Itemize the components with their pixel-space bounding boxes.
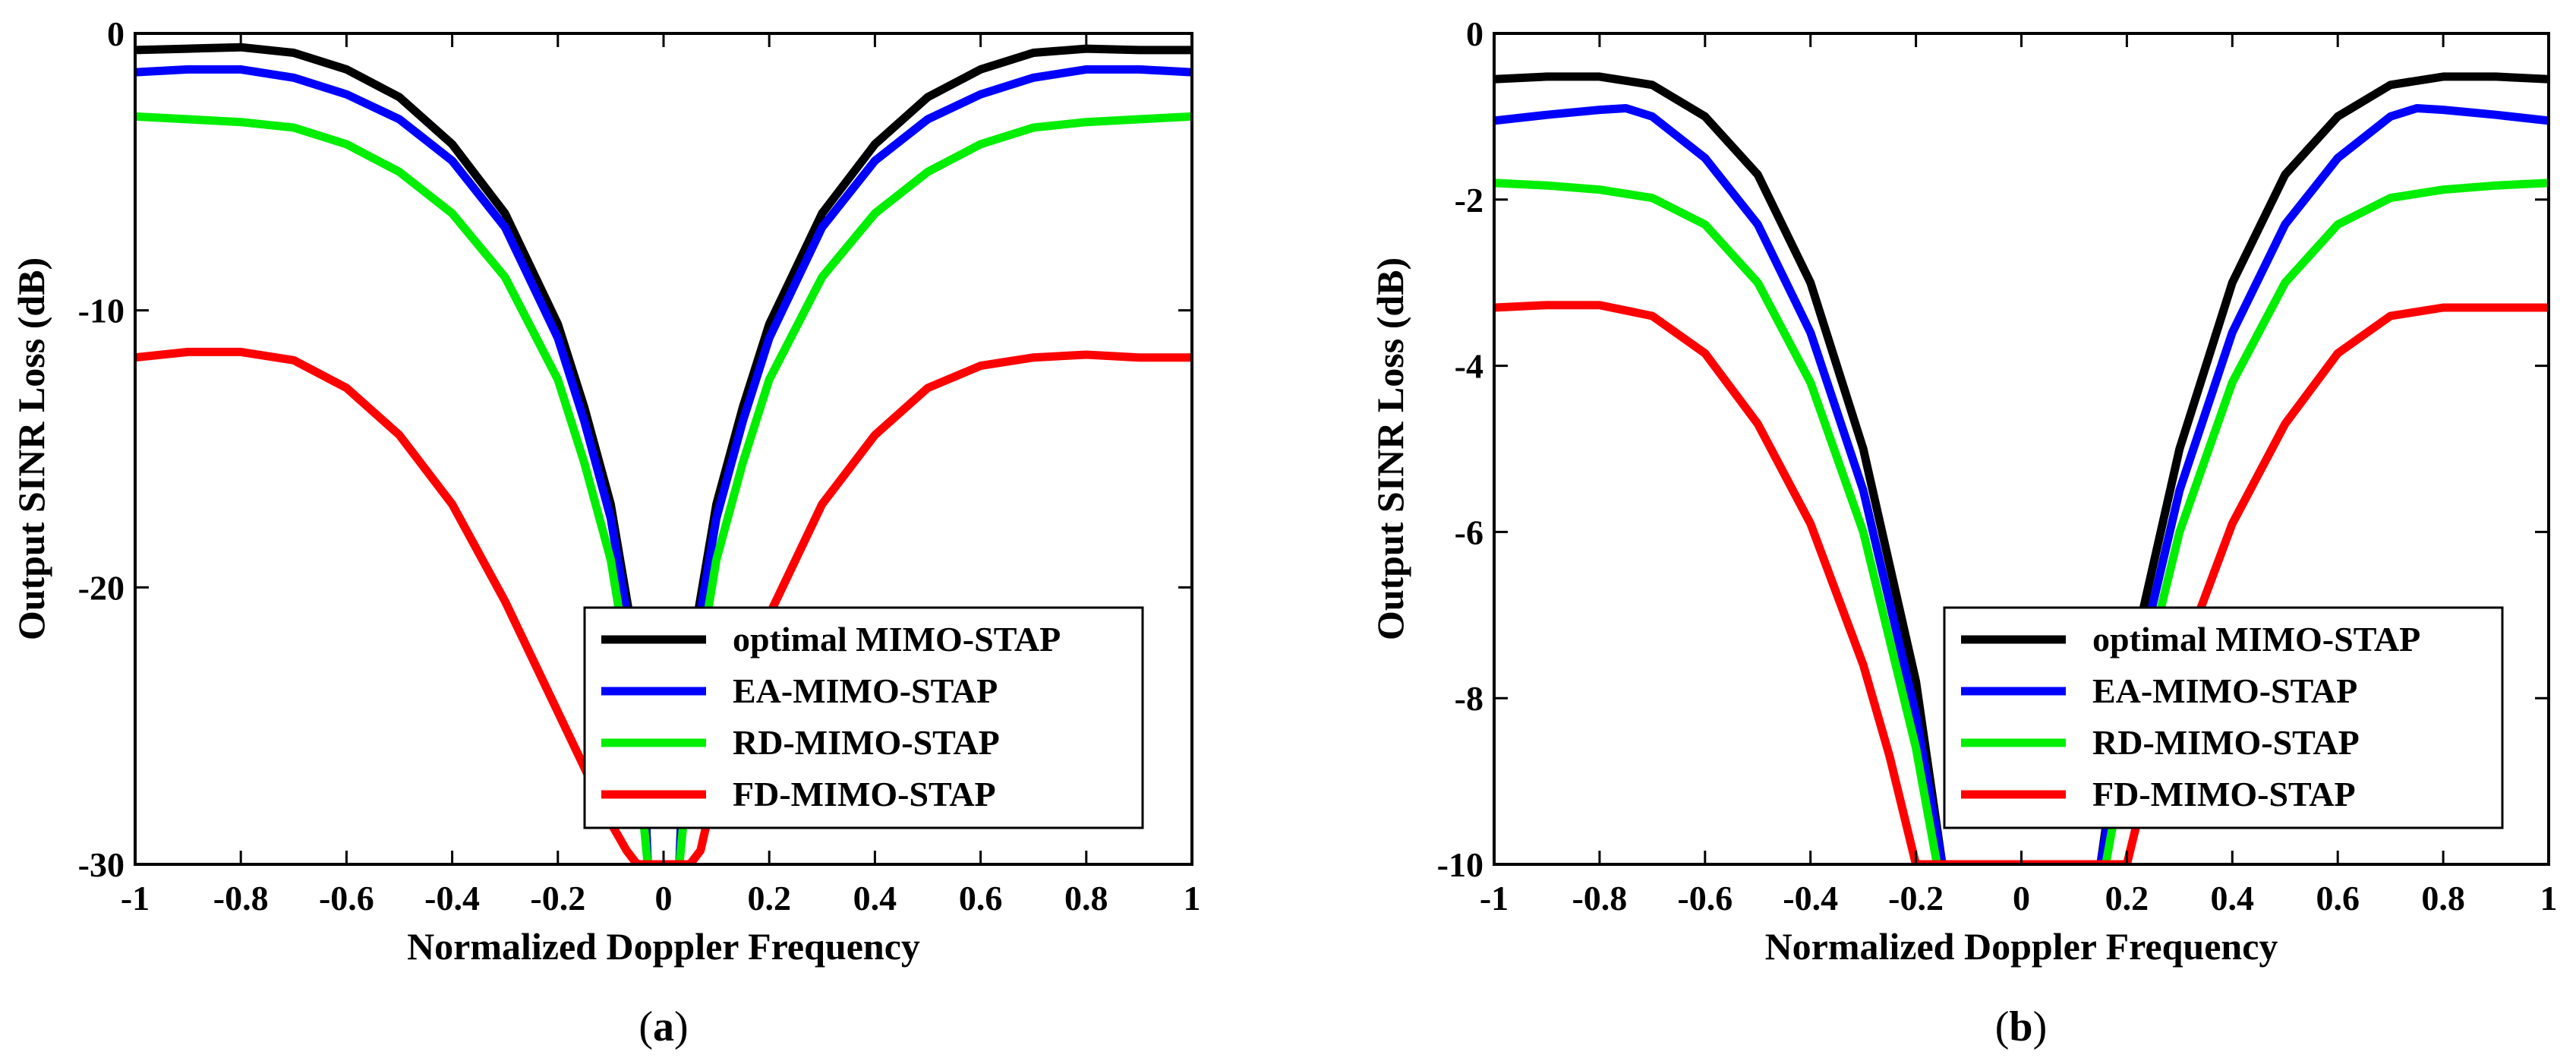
- y-tick-label: -30: [78, 845, 125, 884]
- series-line-rd-mimo-stap: [1494, 178, 2549, 864]
- y-tick-label: -10: [78, 292, 125, 330]
- series-line-ea-mimo-stap: [135, 65, 1192, 864]
- series-line-fd-mimo-stap: [1494, 301, 2549, 864]
- y-tick-label: 0: [107, 14, 125, 53]
- series-line-optimal-mimo-stap: [1494, 72, 2549, 864]
- legend: optimal MIMO-STAP EA-MIMO-STAP RD-MIMO-STA…: [583, 606, 1144, 829]
- x-tick-label: -1: [121, 879, 150, 917]
- x-tick-label: 1: [1184, 879, 1201, 917]
- legend-entry: FD-MIMO-STAP: [2092, 775, 2356, 813]
- legend-entry: FD-MIMO-STAP: [733, 775, 996, 813]
- x-tick-label: 1: [2540, 879, 2558, 917]
- y-axis-label: Output SINR Loss (dB): [1369, 257, 1411, 640]
- legend-entry: optimal MIMO-STAP: [733, 620, 1061, 658]
- chart-panel-b: -1 -0.8 -0.6 -0.4 -0.2 0 0.2 0.4 0.6 0.8 1 -10 -8 -6 -…: [1369, 14, 2558, 1050]
- x-axis-label: Normalized Doppler Frequency: [1765, 925, 2278, 968]
- y-tick-label: -6: [1455, 513, 1483, 551]
- x-axis-label: Normalized Doppler Frequency: [407, 925, 920, 968]
- panel-label: (a): [638, 1003, 688, 1050]
- x-tick-label: 0.4: [2211, 879, 2255, 917]
- series-line-fd-mimo-stap: [135, 347, 1192, 864]
- legend-entry: optimal MIMO-STAP: [2092, 620, 2420, 658]
- series-line-ea-mimo-stap: [1494, 104, 2549, 864]
- x-tick-label: -0.4: [1783, 879, 1838, 917]
- y-tick-label: -2: [1455, 181, 1483, 219]
- series-line-rd-mimo-stap: [135, 112, 1192, 864]
- series-line-optimal-mimo-stap: [135, 43, 1192, 864]
- x-tick-label: 0.2: [2105, 879, 2149, 917]
- x-tick-label: -0.2: [530, 879, 585, 917]
- x-tick-label: -0.8: [213, 879, 269, 917]
- x-tick-label: -0.6: [1677, 879, 1733, 917]
- y-tick-label: -8: [1455, 679, 1483, 718]
- x-tick-label: 0: [2013, 879, 2030, 917]
- x-tick-label: -1: [1480, 879, 1509, 917]
- legend-entry: RD-MIMO-STAP: [733, 723, 1000, 762]
- y-tick-label: -10: [1437, 845, 1483, 884]
- y-tick-label: 0: [1466, 14, 1483, 53]
- y-axis-label: Output SINR Loss (dB): [10, 257, 52, 640]
- x-tick-label: -0.4: [424, 879, 480, 917]
- x-tick-label: 0.4: [853, 879, 897, 917]
- legend-entry: EA-MIMO-STAP: [733, 671, 998, 710]
- x-tick-label: -0.8: [1572, 879, 1627, 917]
- chart-panel-a: -1 -0.8 -0.6 -0.4 -0.2 0 0.2 0.4 0.6 0.8 1 -30 -20 -1…: [10, 14, 1201, 1050]
- x-tick-label: 0.6: [959, 879, 1003, 917]
- x-tick-label: 0.8: [2421, 879, 2465, 917]
- legend-entry: RD-MIMO-STAP: [2092, 723, 2360, 762]
- legend-entry: EA-MIMO-STAP: [2092, 671, 2357, 710]
- y-tick-label: -20: [78, 568, 125, 607]
- x-tick-label: -0.6: [319, 879, 374, 917]
- x-tick-label: 0.8: [1064, 879, 1108, 917]
- y-tick-label: -4: [1455, 347, 1483, 386]
- x-tick-label: 0.6: [2316, 879, 2360, 917]
- x-tick-label: -0.2: [1888, 879, 1944, 917]
- x-tick-label: 0: [655, 879, 673, 917]
- x-tick-label: 0.2: [747, 879, 791, 917]
- legend: optimal MIMO-STAP EA-MIMO-STAP RD-MIMO-STA…: [1943, 606, 2504, 829]
- panel-label: (b): [1995, 1003, 2047, 1050]
